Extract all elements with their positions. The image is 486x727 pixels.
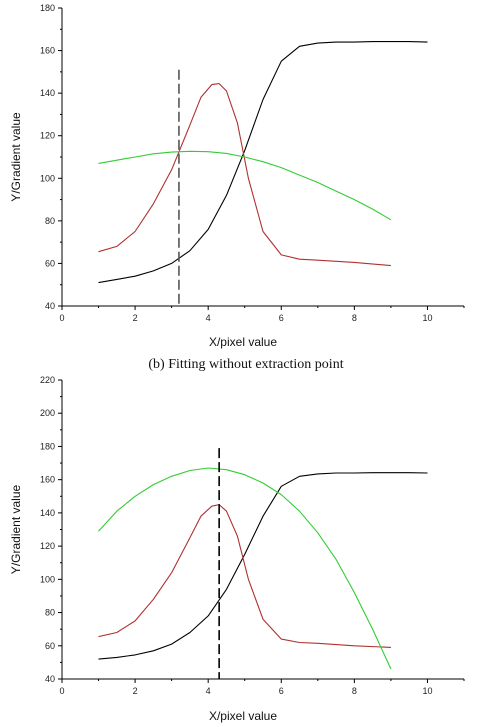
y-tick-label: 140 [40,88,55,98]
series-line-3 [98,467,392,670]
y-tick-label: 100 [40,574,55,584]
chart-top: 0 2 4 6 8 10 40 60 80 100 120 140 160 180 X/pixel valu… [9,3,465,349]
figure-caption: (b) Fitting without extraction point [148,357,343,372]
series-line-1 [98,41,428,284]
x-tick-label: 6 [279,686,284,696]
chart-bottom: 0 2 4 6 8 10 40 60 80 100 120 140 160 180 200 220 X/pixe… [9,375,465,723]
y-tick-label: 60 [45,641,55,651]
x-tick-label: 0 [59,686,64,696]
y-tick-label: 80 [45,216,55,226]
x-tick-label: 8 [352,686,357,696]
x-tick-label: 10 [422,313,432,323]
series-line-2 [98,83,391,267]
y-tick-label: 100 [40,173,55,183]
y-tick-label: 80 [45,608,55,618]
x-tick-label: 4 [206,313,211,323]
y-tick-label: 60 [45,258,55,268]
y-axis-label: Y/Gradient value [9,484,23,574]
x-tick-label: 2 [133,686,138,696]
x-tick-label: 0 [59,313,64,323]
x-tick-label: 10 [422,686,432,696]
x-tick-label: 2 [133,313,138,323]
y-tick-label: 140 [40,508,55,518]
y-tick-label: 200 [40,408,55,418]
y-tick-label: 180 [40,3,55,13]
y-tick-label: 40 [45,674,55,684]
series-line-3 [98,150,392,221]
y-tick-label: 180 [40,441,55,451]
x-tick-label: 6 [279,313,284,323]
x-tick-label: 8 [352,313,357,323]
y-tick-label: 120 [40,541,55,551]
x-axis-label: X/pixel value [209,709,277,723]
x-tick-label: 4 [206,686,211,696]
series-line-1 [98,472,428,660]
y-tick-label: 160 [40,475,55,485]
y-tick-label: 120 [40,131,55,141]
y-tick-label: 220 [40,375,55,385]
y-tick-label: 40 [45,301,55,311]
x-axis-label: X/pixel value [209,335,277,349]
series-line-2 [98,504,391,648]
y-axis-label: Y/Gradient value [9,112,23,202]
y-tick-label: 160 [40,46,55,56]
